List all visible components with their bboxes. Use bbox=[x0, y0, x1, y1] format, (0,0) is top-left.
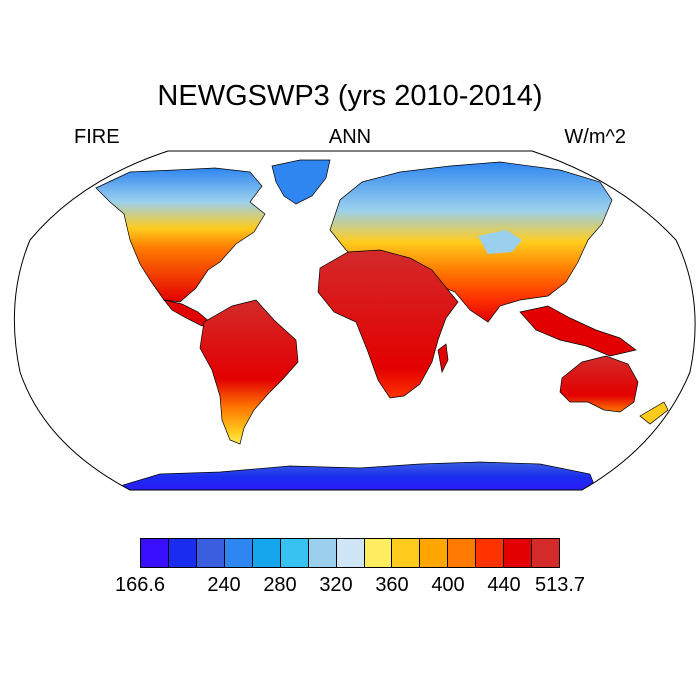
colorbar-box bbox=[532, 539, 560, 567]
colorbar-box bbox=[196, 539, 225, 567]
center-label: ANN bbox=[328, 126, 372, 148]
region-north-america bbox=[95, 167, 266, 303]
colorbar-box bbox=[224, 539, 253, 567]
region-greenland bbox=[271, 159, 331, 205]
colorbar-box bbox=[280, 539, 309, 567]
colorbar-box bbox=[392, 539, 421, 567]
region-new-zealand bbox=[639, 401, 669, 425]
colorbar-tick-label: 513.7 bbox=[534, 574, 586, 596]
left-label: FIRE bbox=[74, 126, 120, 148]
region-madagascar bbox=[437, 343, 449, 374]
colorbar-tick-label: 360 bbox=[375, 574, 409, 596]
colorbar-tick-label: 440 bbox=[487, 574, 521, 596]
colorbar-box bbox=[308, 539, 337, 567]
colorbar-box bbox=[448, 539, 477, 567]
colorbar bbox=[140, 538, 560, 568]
chart-title: NEWGSWP3 (yrs 2010-2014) bbox=[157, 80, 543, 112]
colorbar-box bbox=[336, 539, 365, 567]
colorbar-box bbox=[420, 539, 449, 567]
colorbar-tick-label: 166.6 bbox=[114, 574, 166, 596]
colorbar-box bbox=[168, 539, 197, 567]
colorbar-box bbox=[141, 539, 169, 567]
region-tibet bbox=[478, 230, 522, 254]
colorbar-tick-label: 280 bbox=[263, 574, 297, 596]
region-maritime-asia bbox=[519, 305, 637, 357]
colorbar-box bbox=[476, 539, 505, 567]
colorbar-tick-label: 240 bbox=[207, 574, 241, 596]
region-south-america bbox=[199, 299, 299, 445]
units-label: W/m^2 bbox=[564, 126, 626, 148]
colorbar-box bbox=[504, 539, 533, 567]
colorbar-tick-label: 400 bbox=[431, 574, 465, 596]
colorbar-box bbox=[364, 539, 393, 567]
globe-outline bbox=[13, 150, 696, 491]
colorbar-tick-label: 320 bbox=[319, 574, 353, 596]
region-africa bbox=[317, 249, 459, 399]
region-australia bbox=[559, 355, 639, 413]
region-central-america bbox=[163, 299, 211, 327]
region-antarctica bbox=[98, 461, 601, 490]
colorbar-box bbox=[252, 539, 281, 567]
